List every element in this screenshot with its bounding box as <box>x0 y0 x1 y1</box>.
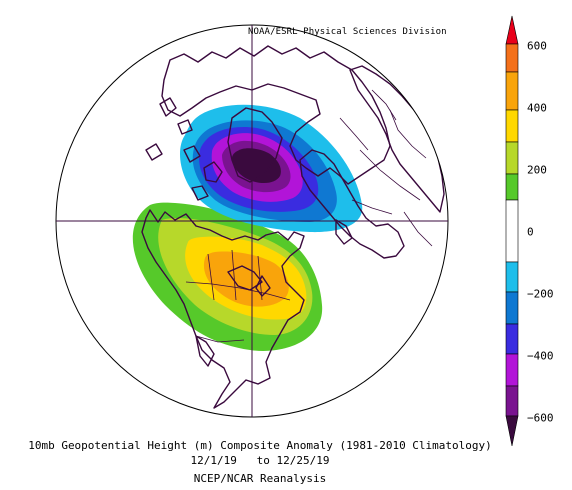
colorbar <box>505 15 519 447</box>
map-caption-dates: 12/1/19 to 12/25/19 <box>190 454 330 467</box>
colorbar-band-neg300-neg400 <box>505 323 519 355</box>
colorbar-label-0: 0 <box>527 225 534 239</box>
colorbar-band-500-600 <box>505 43 519 73</box>
anomaly-fields <box>132 45 445 409</box>
colorbar-top-arrow <box>505 15 519 45</box>
political-borders <box>185 89 433 343</box>
coastlines <box>141 45 445 409</box>
map-caption-title: 10mb Geopotential Height (m) Composite A… <box>28 439 492 452</box>
colorbar-label-400: 400 <box>527 101 547 115</box>
colorbar-band-neg400-neg500 <box>505 353 519 387</box>
colorbar-band-neg100-neg200 <box>505 261 519 293</box>
colorbar-band-200-300 <box>505 141 519 175</box>
negative-anomaly <box>180 104 363 233</box>
colorbar-band-neutral <box>505 199 519 263</box>
colorbar-band-400-500 <box>505 71 519 111</box>
colorbar-bottom-arrow <box>505 415 519 447</box>
colorbar-band-neg500-neg600 <box>505 385 519 417</box>
colorbar-band-100-200 <box>505 173 519 201</box>
colorbar-band-300-400 <box>505 109 519 143</box>
colorbar-label-neg200: −200 <box>527 287 554 301</box>
colorbar-label-600: 600 <box>527 39 547 53</box>
colorbar-label-neg400: −400 <box>527 349 554 363</box>
colorbar-label-200: 200 <box>527 163 547 177</box>
positive-anomaly <box>132 202 323 351</box>
colorbar-label-neg600: −600 <box>527 411 554 425</box>
map-credit: NOAA/ESRL Physical Sciences Division <box>248 27 447 37</box>
colorbar-band-neg200-neg300 <box>505 291 519 325</box>
map-caption-source: NCEP/NCAR Reanalysis <box>193 472 327 485</box>
